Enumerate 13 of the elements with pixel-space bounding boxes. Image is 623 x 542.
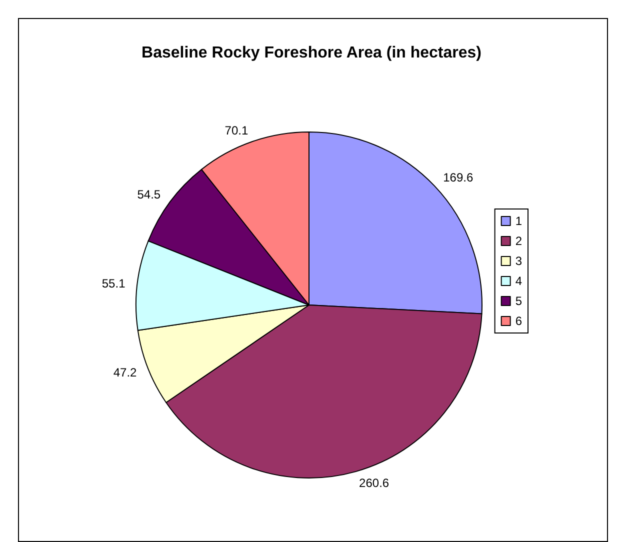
data-label: 169.6 xyxy=(443,170,474,185)
data-label: 260.6 xyxy=(359,476,390,490)
data-label: 55.1 xyxy=(102,276,126,291)
legend-label: 5 xyxy=(515,294,522,308)
data-label: 70.1 xyxy=(224,123,248,138)
chart-title: Baseline Rocky Foreshore Area (in hectares) xyxy=(142,44,482,62)
legend-label: 2 xyxy=(515,234,522,248)
legend-label: 1 xyxy=(515,214,522,228)
data-label: 47.2 xyxy=(113,365,138,380)
legend-label: 4 xyxy=(515,274,522,288)
legend-label: 3 xyxy=(515,254,522,268)
legend-label: 6 xyxy=(515,314,522,328)
data-label: 54.5 xyxy=(137,188,161,202)
